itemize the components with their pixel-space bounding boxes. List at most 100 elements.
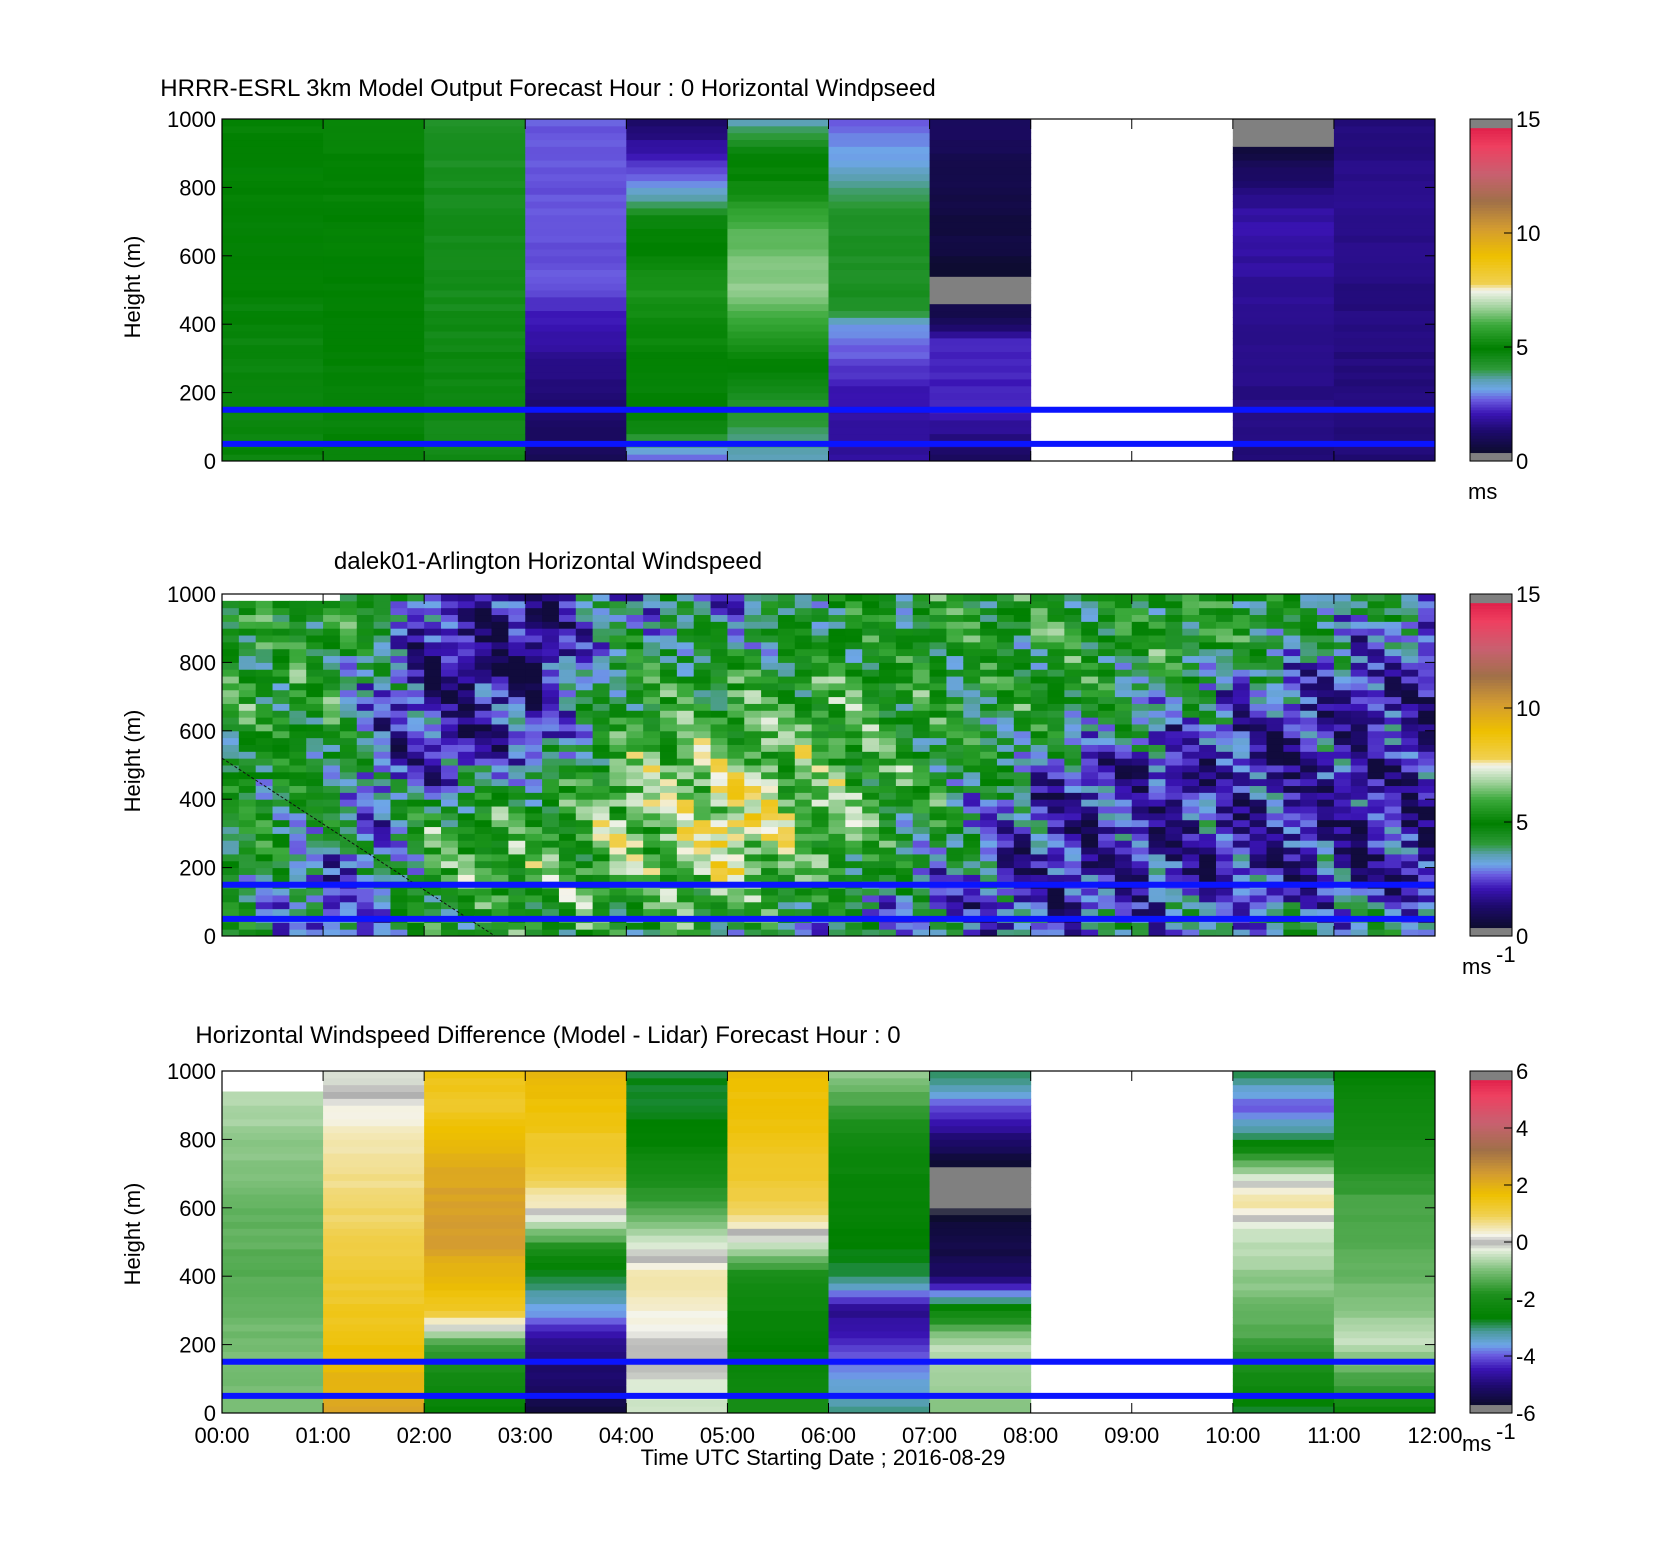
heatmap-cell: [558, 771, 577, 780]
heatmap-cell: [1333, 1153, 1436, 1161]
heatmap-cell: [373, 901, 391, 910]
heatmap-cell: [1232, 888, 1251, 896]
heatmap-cell: [710, 792, 728, 800]
heatmap-cell: [441, 792, 459, 800]
heatmap-cell: [525, 194, 627, 202]
heatmap-cell: [1266, 874, 1284, 882]
heatmap-cell: [457, 614, 476, 622]
heatmap-cell: [474, 908, 493, 916]
heatmap-cell: [1300, 874, 1318, 882]
heatmap-cell: [238, 771, 257, 780]
heatmap-cell: [626, 310, 728, 318]
heatmap-cell: [1401, 826, 1419, 834]
heatmap-cell: [1064, 655, 1082, 663]
heatmap-cell: [222, 337, 324, 346]
heatmap-cell: [929, 635, 947, 643]
colorbar-segment: [1470, 787, 1512, 792]
heatmap-cell: [339, 682, 358, 691]
heatmap-cell: [1165, 717, 1183, 725]
heatmap-cell: [828, 1248, 931, 1257]
heatmap-cell: [761, 676, 779, 684]
colorbar-segment: [1470, 278, 1512, 283]
heatmap-cell: [1232, 819, 1251, 828]
heatmap-cell: [1232, 799, 1251, 807]
heatmap-cell: [626, 922, 644, 930]
heatmap-cell: [238, 929, 257, 937]
heatmap-cell: [1317, 717, 1335, 725]
heatmap-cell: [794, 682, 813, 691]
heatmap-cell: [963, 867, 981, 875]
heatmap-cell: [744, 628, 762, 636]
heatmap-cell: [424, 682, 442, 691]
heatmap-cell: [1013, 847, 1032, 855]
heatmap-cell: [794, 737, 813, 745]
heatmap-cell: [407, 771, 425, 780]
heatmap-cell: [1333, 901, 1352, 910]
heatmap-cell: [222, 1289, 324, 1298]
heatmap-cell: [508, 929, 526, 937]
heatmap-cell: [963, 682, 981, 691]
heatmap-cell: [255, 730, 274, 739]
heatmap-cell: [1232, 1269, 1335, 1277]
heatmap-cell: [1333, 426, 1436, 435]
heatmap-cell: [862, 662, 880, 670]
heatmap-cell: [1064, 833, 1082, 841]
heatmap-cell: [761, 703, 779, 711]
heatmap-cell: [491, 853, 509, 862]
heatmap-cell: [828, 758, 846, 766]
heatmap-cell: [794, 717, 813, 725]
colorbar-segment: [1470, 364, 1512, 368]
heatmap-cell: [356, 908, 375, 916]
heatmap-cell: [1098, 723, 1116, 732]
heatmap-cell: [491, 751, 509, 759]
heatmap-cell: [1131, 614, 1150, 622]
heatmap-cell: [963, 778, 981, 787]
heatmap-cell: [592, 785, 610, 793]
heatmap-cell: [323, 1194, 425, 1202]
heatmap-cell: [862, 819, 880, 828]
colorbar-segment: [1470, 181, 1512, 186]
heatmap-cell: [1232, 385, 1335, 394]
heatmap-cell: [222, 1200, 324, 1209]
heatmap-cell: [761, 894, 779, 903]
colorbar-segment: [1470, 409, 1512, 414]
colorbar-segment: [1470, 907, 1512, 911]
heatmap-cell: [390, 621, 408, 629]
heatmap-cell: [1148, 655, 1166, 663]
heatmap-cell: [356, 874, 375, 882]
heatmap-cell: [946, 819, 964, 828]
heatmap-cell: [1350, 669, 1369, 677]
heatmap-cell: [1064, 614, 1082, 622]
heatmap-cell: [222, 399, 324, 407]
heatmap-cell: [508, 614, 526, 622]
heatmap-cell: [441, 867, 459, 875]
colorbar-segment: [1470, 307, 1512, 311]
heatmap-cell: [828, 1399, 931, 1407]
heatmap-cell: [323, 628, 341, 636]
heatmap-cell: [626, 929, 644, 937]
heatmap-cell: [811, 860, 829, 869]
colorbar-segment: [1470, 750, 1512, 755]
heatmap-cell: [1098, 717, 1116, 725]
heatmap-cell: [862, 723, 880, 732]
heatmap-cell: [1114, 600, 1133, 609]
heatmap-cell: [238, 641, 257, 650]
heatmap-cell: [474, 894, 493, 903]
heatmap-cell: [1165, 840, 1183, 848]
heatmap-cell: [306, 648, 324, 657]
heatmap-cell: [1232, 737, 1251, 745]
heatmap-cell: [1114, 888, 1133, 896]
heatmap-cell: [306, 744, 324, 752]
heatmap-cell: [929, 785, 947, 793]
heatmap-cell: [828, 1187, 931, 1195]
heatmap-cell: [1232, 454, 1335, 462]
heatmap-cell: [441, 635, 459, 643]
heatmap-cell: [761, 792, 779, 800]
heatmap-cell: [323, 296, 425, 305]
heatmap-cell: [710, 614, 728, 622]
heatmap-cell: [929, 351, 1032, 359]
heatmap-cell: [1333, 248, 1436, 257]
heatmap-cell: [761, 621, 779, 629]
heatmap-cell: [1064, 901, 1082, 910]
heatmap-cell: [407, 628, 425, 636]
